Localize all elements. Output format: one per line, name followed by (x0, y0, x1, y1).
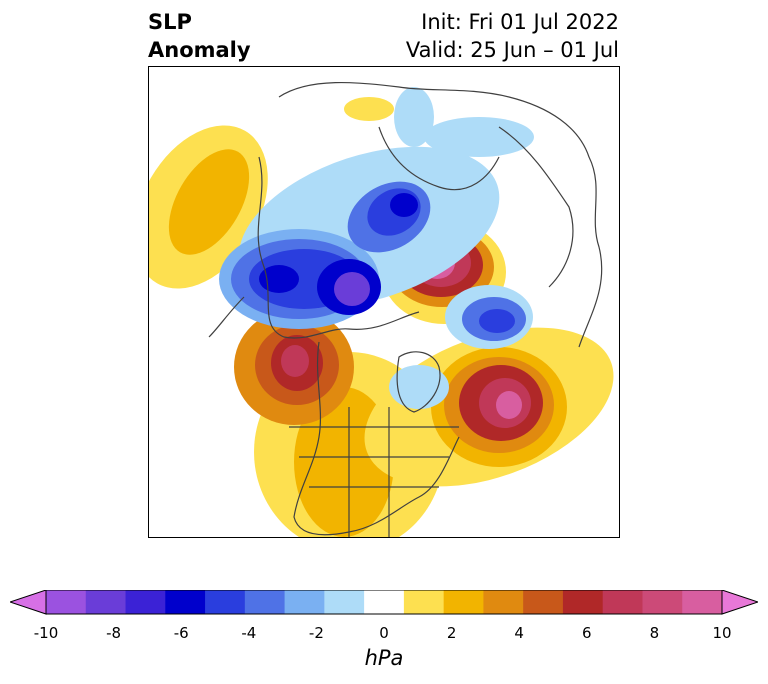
colorbar-tick-label: 0 (379, 624, 389, 642)
colorbar-tick-label: 2 (446, 624, 457, 642)
colorbar-swatch (523, 590, 564, 614)
colorbar-tick-label: -4 (241, 624, 257, 642)
valid-range: Valid: 25 Jun – 01 Jul (405, 38, 619, 62)
colorbar-tick-label: -2 (308, 624, 324, 642)
title-line-1: SLP (148, 10, 192, 34)
colorbar-swatch (642, 590, 683, 614)
colorbar-unit: hPa (364, 646, 404, 670)
anomaly-field (149, 87, 614, 537)
colorbar-swatch (602, 590, 643, 614)
colorbar-tick-label: -6 (173, 624, 189, 642)
colorbar-tick-label: -8 (106, 624, 122, 642)
colorbar-swatch (682, 590, 723, 614)
colorbar-swatch (562, 590, 604, 614)
colorbar-tick-label: -10 (33, 624, 59, 642)
title-line-2: Anomaly (148, 38, 251, 62)
init-date: Init: Fri 01 Jul 2022 (421, 10, 619, 34)
date-info: Init: Fri 01 Jul 2022 Valid: 25 Jun – 01… (406, 8, 619, 64)
colorbar (10, 590, 758, 615)
colorbar-swatch (165, 590, 206, 614)
colorbar-swatch (46, 590, 87, 614)
colorbar-swatch (443, 590, 484, 614)
colorbar-tick-label: 8 (649, 624, 660, 642)
colorbar-swatch (284, 590, 325, 614)
colorbar-swatch (483, 590, 524, 614)
colorbar-tick-label: 4 (514, 624, 524, 642)
colorbar-max-arrow (721, 590, 758, 615)
colorbar-swatch (324, 590, 365, 614)
colorbar-swatch (364, 590, 405, 614)
colorbar-swatch (205, 590, 246, 614)
colorbar-tick-label: 6 (582, 624, 592, 642)
colorbar-tick-label: 10 (712, 624, 732, 642)
colorbar-min-arrow (10, 590, 47, 615)
colorbar-swatch (85, 590, 127, 614)
colorbar-swatch (125, 590, 166, 614)
chart-title: SLP Anomaly (148, 8, 251, 64)
colorbar-swatch (244, 590, 286, 614)
colorbar-swatch (403, 590, 445, 614)
anomaly-map (148, 66, 620, 538)
coastlines (208, 81, 603, 537)
